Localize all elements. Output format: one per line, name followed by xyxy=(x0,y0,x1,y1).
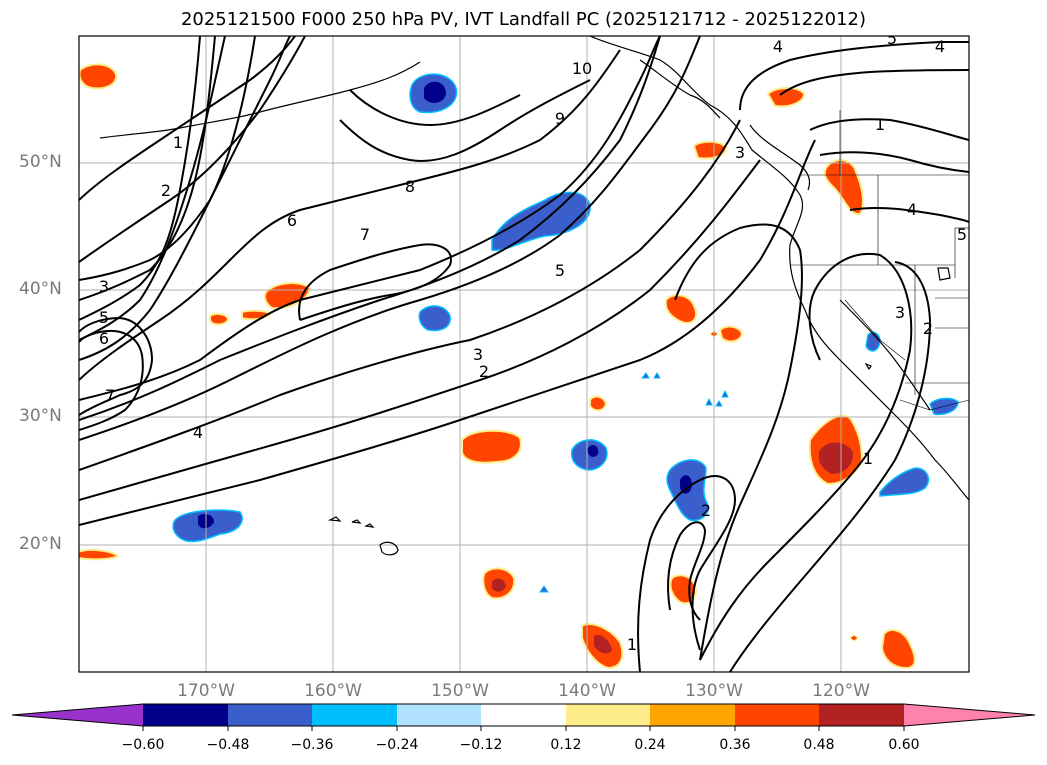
plot-area xyxy=(79,36,969,672)
contour-label: 2 xyxy=(923,319,933,338)
contour-label: 4 xyxy=(193,423,203,442)
lon-label: 140°W xyxy=(558,681,616,701)
colorbar-tick-label: −0.48 xyxy=(206,737,250,753)
colorbar-segment xyxy=(228,704,312,726)
colorbar-tick-label: −0.12 xyxy=(459,737,503,753)
colorbar-tick-label: −0.24 xyxy=(375,737,419,753)
contour-label: 5 xyxy=(99,308,109,327)
contour-label: 2 xyxy=(161,181,171,200)
political-borders xyxy=(790,110,969,411)
pv-contours xyxy=(79,36,969,672)
lat-label: 20°N xyxy=(19,534,62,554)
lon-label: 130°W xyxy=(685,681,743,701)
plot-frame xyxy=(78,35,970,673)
contour-label: 2 xyxy=(479,362,489,381)
contour-label: 7 xyxy=(360,225,370,244)
colorbar-tick-label: 0.12 xyxy=(550,737,582,753)
colorbar-tick-label: 0.60 xyxy=(888,737,920,753)
graticule xyxy=(79,36,969,672)
colorbar-segment xyxy=(312,704,397,726)
colorbar-tick-label: 0.48 xyxy=(803,737,835,753)
colorbar-segment xyxy=(566,704,650,726)
contour-label: 5 xyxy=(957,225,967,244)
contour-label: 3 xyxy=(735,143,745,162)
contour-label: 5 xyxy=(555,261,565,280)
lat-label: 30°N xyxy=(19,406,62,426)
colorbar-segment xyxy=(819,704,904,726)
contour-label: 8 xyxy=(405,177,415,196)
contour-label: 3 xyxy=(473,345,483,364)
contour-label: 7 xyxy=(105,386,115,405)
lon-label: 160°W xyxy=(304,681,362,701)
contour-label: 6 xyxy=(287,211,297,230)
contour-label: 1 xyxy=(627,635,637,654)
contour-label: 4 xyxy=(907,200,917,219)
colorbar-tick-label: 0.24 xyxy=(634,737,666,753)
contour-label: 3 xyxy=(895,303,905,322)
colorbar-tick-label: −0.36 xyxy=(290,737,334,753)
colorbar-tick-label: 0.36 xyxy=(719,737,751,753)
colorbar-segment xyxy=(735,704,819,726)
contour-label: 6 xyxy=(99,329,109,348)
lat-label: 50°N xyxy=(19,152,62,172)
contour-label: 4 xyxy=(773,37,783,56)
contour-label: 4 xyxy=(935,37,945,56)
lon-label: 150°W xyxy=(431,681,489,701)
colorbar-segment xyxy=(397,704,481,726)
contour-label: 9 xyxy=(555,109,565,128)
contour-label: 3 xyxy=(99,277,109,296)
colorbar-extend-high xyxy=(904,704,1035,726)
contour-label: 2 xyxy=(701,501,711,520)
contour-labels: 1 2 3 4 5 6 7 8 9 10 5 4 3 2 1 1 2 3 5 6… xyxy=(99,29,967,654)
colorbar-segment xyxy=(650,704,735,726)
colorbar-segment xyxy=(143,704,228,726)
colorbar-tick-label: −0.60 xyxy=(121,737,165,753)
contour-label: 5 xyxy=(887,29,897,48)
contour-label: 1 xyxy=(863,449,873,468)
contour-label: 1 xyxy=(173,133,183,152)
contour-label: 1 xyxy=(875,115,885,134)
lat-label: 40°N xyxy=(19,279,62,299)
colorbar xyxy=(11,703,1036,731)
lon-label: 170°W xyxy=(177,681,235,701)
colorbar-segment xyxy=(481,704,566,726)
contour-label: 10 xyxy=(572,59,592,78)
colorbar-extend-low xyxy=(12,704,143,726)
map-title: 2025121500 F000 250 hPa PV, IVT Landfall… xyxy=(180,9,867,30)
lon-label: 120°W xyxy=(812,681,870,701)
